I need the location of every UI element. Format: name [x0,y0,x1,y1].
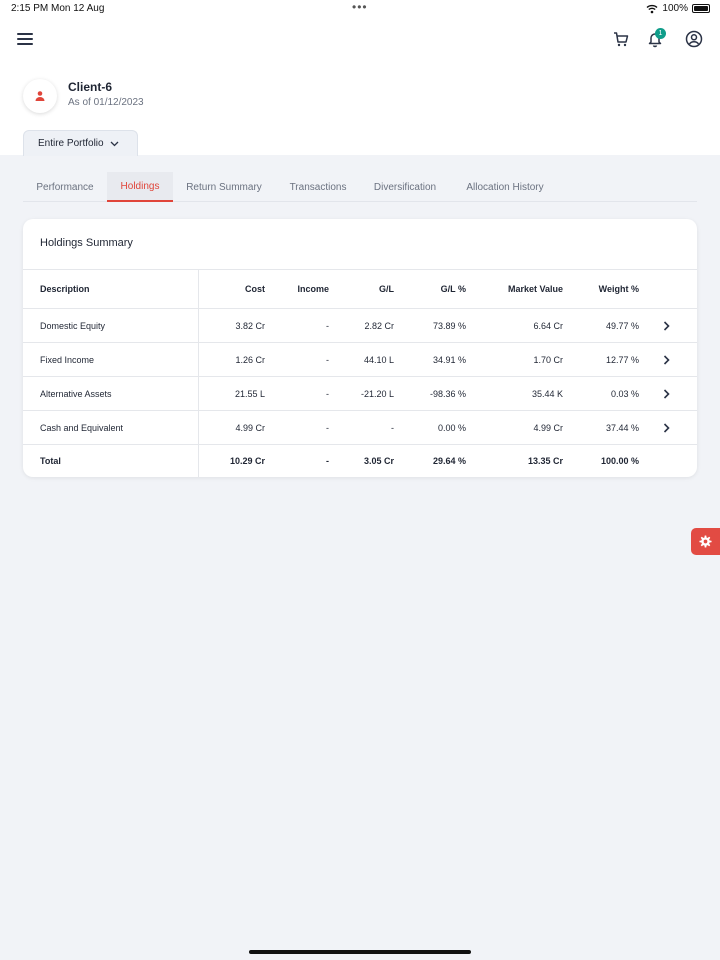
portfolio-dropdown-label: Entire Portfolio [38,138,104,149]
row-weight: 0.03 % [610,388,639,399]
row-gl: 44.10 L [363,354,394,365]
status-time: 2:15 PM [11,3,49,14]
row-cost: 3.82 Cr [235,320,265,331]
notification-badge: 1 [655,28,666,39]
row-income: - [326,388,329,399]
row-gl: -21.20 L [360,388,394,399]
tab-allocation-history[interactable]: Allocation History [466,181,544,193]
chevron-right-icon[interactable] [660,309,672,342]
tab-return-summary[interactable]: Return Summary [186,181,262,193]
holdings-summary-card: Holdings Summary Description Cost Income… [23,219,697,477]
table-row[interactable]: Alternative Assets 21.55 L - -21.20 L -9… [23,377,697,411]
table-row[interactable]: Domestic Equity 3.82 Cr - 2.82 Cr 73.89 … [23,309,697,343]
wifi-icon [646,4,658,13]
row-income: - [326,422,329,433]
hamburger-menu-icon[interactable] [17,33,33,46]
chevron-right-icon[interactable] [660,343,672,376]
card-title: Holdings Summary [40,237,133,249]
row-gl-pct: 34.91 % [432,354,466,365]
total-gl-pct: 29.64 % [432,456,466,466]
tab-performance[interactable]: Performance [36,181,94,193]
column-divider [198,269,199,477]
row-cost: 1.26 Cr [235,354,265,365]
row-weight: 12.77 % [605,354,639,365]
row-description: Fixed Income [40,354,95,365]
total-gl: 3.05 Cr [363,456,394,466]
multitask-dots[interactable]: ••• [352,0,368,14]
settings-button[interactable] [691,528,720,555]
row-cost: 4.99 Cr [235,422,265,433]
total-weight: 100.00 % [600,456,639,466]
divider [23,269,697,270]
row-description: Domestic Equity [40,320,106,331]
row-gl: 2.82 Cr [364,320,394,331]
as-of-date: As of 01/12/2023 [68,97,144,108]
table-row[interactable]: Fixed Income 1.26 Cr - 44.10 L 34.91 % 1… [23,343,697,377]
total-market-value: 13.35 Cr [527,456,563,466]
row-market-value: 35.44 K [531,388,563,399]
tab-bar: Performance Holdings Return Summary Tran… [23,172,697,202]
chevron-down-icon [110,141,119,146]
gear-icon [699,535,712,548]
row-description: Cash and Equivalent [40,422,124,433]
row-weight: 37.44 % [605,422,639,433]
row-gl-pct: -98.36 % [429,388,466,399]
tab-transactions[interactable]: Transactions [289,181,347,193]
status-date: Mon 12 Aug [51,3,105,14]
row-market-value: 1.70 Cr [533,354,563,365]
column-header: G/L % [440,284,466,294]
tab-holdings[interactable]: Holdings [107,172,173,202]
column-header: Weight % [598,284,639,294]
row-gl: - [391,422,394,433]
total-income: - [326,456,329,466]
column-header: Market Value [507,284,563,294]
row-gl-pct: 73.89 % [432,320,466,331]
cart-icon[interactable] [612,30,630,48]
table-header: Description Cost Income G/L G/L % Market… [23,270,697,309]
status-bar: 2:15 PM Mon 12 Aug ••• 100% [0,0,720,18]
home-indicator[interactable] [249,950,471,954]
battery-icon [692,4,710,13]
total-cost: 10.29 Cr [229,456,265,466]
client-avatar [23,79,57,113]
table-row[interactable]: Cash and Equivalent 4.99 Cr - - 0.00 % 4… [23,411,697,445]
row-cost: 21.55 L [234,388,265,399]
row-market-value: 4.99 Cr [533,422,563,433]
user-profile-icon[interactable] [685,30,703,48]
portfolio-dropdown[interactable]: Entire Portfolio [23,130,138,156]
row-weight: 49.77 % [605,320,639,331]
row-market-value: 6.64 Cr [533,320,563,331]
column-header: Description [40,284,90,294]
tab-diversification[interactable]: Diversification [373,181,437,193]
client-name: Client-6 [68,80,113,94]
column-header: Income [297,284,329,294]
chevron-right-icon[interactable] [660,411,672,444]
row-description: Alternative Assets [40,388,112,399]
person-icon [35,91,45,101]
chevron-right-icon[interactable] [660,377,672,410]
total-label: Total [40,456,61,466]
column-header: G/L [379,284,394,294]
battery-percent: 100% [662,3,688,14]
row-income: - [326,354,329,365]
row-income: - [326,320,329,331]
status-right: 100% [646,3,710,14]
column-header: Cost [245,284,265,294]
table-total-row: Total 10.29 Cr - 3.05 Cr 29.64 % 13.35 C… [23,444,697,477]
row-gl-pct: 0.00 % [437,422,466,433]
